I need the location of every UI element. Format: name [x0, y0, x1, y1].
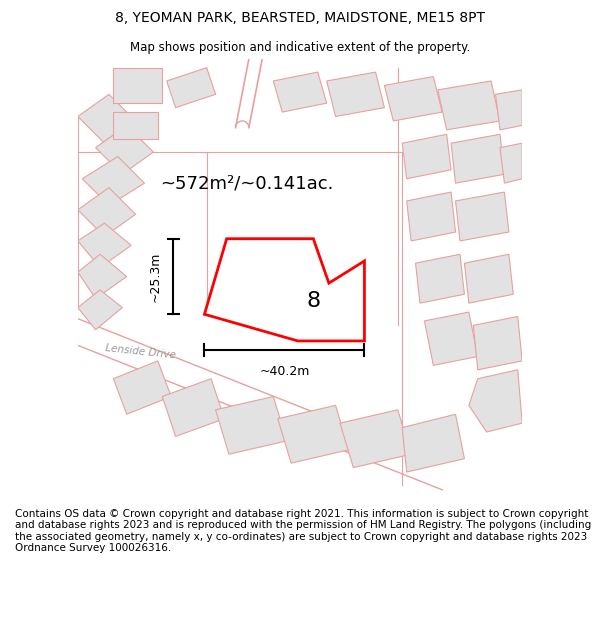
Polygon shape	[402, 134, 451, 179]
Polygon shape	[407, 192, 455, 241]
Text: 8: 8	[306, 291, 320, 311]
Polygon shape	[340, 410, 411, 468]
Text: ~25.3m: ~25.3m	[148, 251, 161, 302]
Polygon shape	[113, 68, 162, 103]
Polygon shape	[274, 72, 326, 112]
Polygon shape	[464, 254, 513, 303]
Polygon shape	[455, 192, 509, 241]
Text: Map shows position and indicative extent of the property.: Map shows position and indicative extent…	[130, 41, 470, 54]
Polygon shape	[162, 379, 224, 436]
Polygon shape	[496, 90, 522, 130]
Polygon shape	[469, 370, 522, 432]
Polygon shape	[113, 112, 158, 139]
Polygon shape	[113, 361, 171, 414]
Polygon shape	[416, 254, 464, 303]
Polygon shape	[78, 290, 122, 330]
Text: ~572m²/~0.141ac.: ~572m²/~0.141ac.	[160, 174, 334, 192]
Text: ~40.2m: ~40.2m	[259, 364, 310, 378]
Polygon shape	[78, 94, 136, 143]
Polygon shape	[473, 316, 522, 370]
Polygon shape	[402, 414, 464, 472]
Polygon shape	[451, 134, 505, 183]
Polygon shape	[385, 76, 442, 121]
Polygon shape	[95, 126, 154, 174]
Polygon shape	[326, 72, 385, 116]
Polygon shape	[167, 68, 215, 108]
Polygon shape	[424, 312, 478, 366]
Text: Lenside Drive: Lenside Drive	[104, 343, 176, 361]
Polygon shape	[438, 81, 500, 130]
Polygon shape	[500, 143, 522, 183]
Polygon shape	[205, 239, 364, 341]
Polygon shape	[78, 254, 127, 299]
Polygon shape	[78, 188, 136, 236]
Text: 8, YEOMAN PARK, BEARSTED, MAIDSTONE, ME15 8PT: 8, YEOMAN PARK, BEARSTED, MAIDSTONE, ME1…	[115, 11, 485, 24]
Polygon shape	[82, 156, 145, 206]
Polygon shape	[215, 396, 287, 454]
Polygon shape	[278, 406, 349, 463]
Polygon shape	[78, 223, 131, 268]
Text: Contains OS data © Crown copyright and database right 2021. This information is : Contains OS data © Crown copyright and d…	[15, 509, 591, 553]
